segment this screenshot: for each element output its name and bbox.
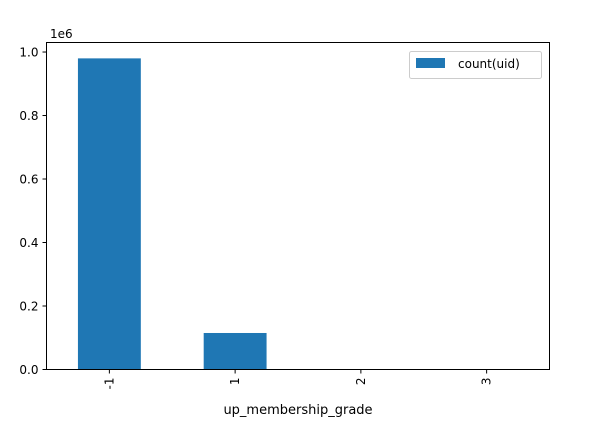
x-tick-label: 1 (228, 378, 242, 386)
bar--1 (78, 58, 141, 369)
y-tick-label: 0.6 (19, 173, 38, 187)
y-tick-label: 0.0 (19, 363, 38, 377)
legend: count(uid) (410, 52, 542, 79)
y-tick-label: 0.8 (19, 109, 38, 123)
x-tick-label: 3 (480, 378, 494, 386)
y-axis: 0.0 0.2 0.4 0.6 0.8 1.0 (19, 46, 46, 377)
y-tick-label: 0.2 (19, 300, 38, 314)
x-axis: -1 1 2 3 (102, 370, 493, 390)
y-tick-label: 0.4 (19, 236, 38, 250)
bars-layer (78, 58, 267, 369)
legend-label: count(uid) (458, 57, 520, 71)
bar-1 (204, 333, 267, 370)
y-tick-label: 1.0 (19, 46, 38, 60)
x-tick-label: -1 (102, 378, 116, 390)
x-axis-label: up_membership_grade (223, 403, 372, 418)
legend-swatch (416, 58, 445, 68)
y-axis-offset-label: 1e6 (50, 27, 73, 41)
x-tick-label: 2 (354, 378, 368, 386)
